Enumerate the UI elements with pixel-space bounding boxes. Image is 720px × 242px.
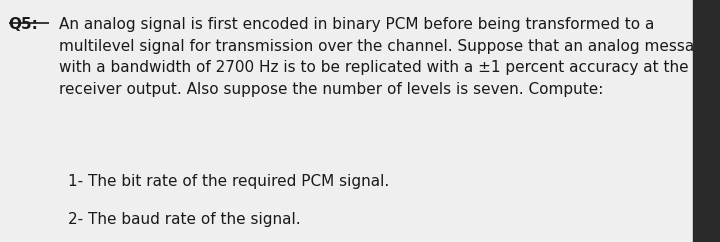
Text: 1- The bit rate of the required PCM signal.: 1- The bit rate of the required PCM sign… [68,174,390,189]
Text: An analog signal is first encoded in binary PCM before being transformed to a
mu: An analog signal is first encoded in bin… [59,17,714,97]
Text: Q5:: Q5: [9,17,38,32]
FancyBboxPatch shape [693,0,720,242]
Text: 2- The baud rate of the signal.: 2- The baud rate of the signal. [68,212,301,227]
